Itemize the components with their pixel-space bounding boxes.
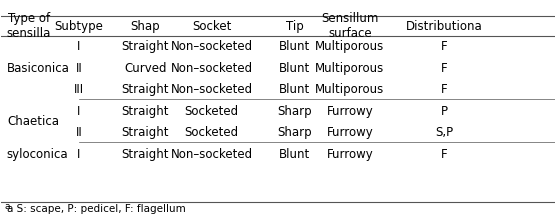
Text: Straight: Straight — [121, 148, 169, 161]
Text: Sharp: Sharp — [277, 105, 312, 118]
Text: Furrowy: Furrowy — [326, 126, 373, 139]
Text: S,P: S,P — [435, 126, 453, 139]
Text: I: I — [77, 148, 81, 161]
Text: syloconica: syloconica — [7, 148, 68, 161]
Text: a S: scape, P: pedicel, F: flagellum: a S: scape, P: pedicel, F: flagellum — [7, 204, 186, 214]
Text: Straight: Straight — [121, 105, 169, 118]
Text: II: II — [76, 126, 82, 139]
Text: P: P — [440, 105, 448, 118]
Text: Curved: Curved — [124, 62, 166, 75]
Text: Straight: Straight — [121, 126, 169, 139]
Text: Subtype: Subtype — [54, 20, 103, 33]
Text: Straight: Straight — [121, 40, 169, 53]
Text: Furrowy: Furrowy — [326, 105, 373, 118]
Text: Multiporous: Multiporous — [315, 40, 385, 53]
Text: Sharp: Sharp — [277, 126, 312, 139]
Text: Multiporous: Multiporous — [315, 83, 385, 96]
Text: Basiconica: Basiconica — [7, 62, 70, 75]
Text: Type of
sensilla: Type of sensilla — [7, 12, 51, 40]
Text: I: I — [77, 105, 81, 118]
Text: I: I — [77, 40, 81, 53]
Text: Sensillum
surface: Sensillum surface — [321, 12, 379, 40]
Text: F: F — [441, 40, 447, 53]
Text: Furrowy: Furrowy — [326, 148, 373, 161]
Text: Chaetica: Chaetica — [7, 115, 59, 128]
Text: Blunt: Blunt — [279, 148, 310, 161]
Text: Straight: Straight — [121, 83, 169, 96]
Text: a: a — [4, 202, 9, 211]
Text: Tip: Tip — [286, 20, 304, 33]
Text: II: II — [76, 62, 82, 75]
Text: Blunt: Blunt — [279, 83, 310, 96]
Text: Socket: Socket — [192, 20, 231, 33]
Text: Socketed: Socketed — [185, 105, 239, 118]
Text: Multiporous: Multiporous — [315, 62, 385, 75]
Text: Shap: Shap — [131, 20, 160, 33]
Text: F: F — [441, 62, 447, 75]
Text: Distributiona: Distributiona — [405, 20, 483, 33]
Text: Non–socketed: Non–socketed — [171, 148, 252, 161]
Text: F: F — [441, 83, 447, 96]
Text: F: F — [441, 148, 447, 161]
Text: Blunt: Blunt — [279, 40, 310, 53]
Text: Non–socketed: Non–socketed — [171, 83, 252, 96]
Text: Socketed: Socketed — [185, 126, 239, 139]
Text: Blunt: Blunt — [279, 62, 310, 75]
Text: Non–socketed: Non–socketed — [171, 62, 252, 75]
Text: III: III — [74, 83, 84, 96]
Text: Non–socketed: Non–socketed — [171, 40, 252, 53]
